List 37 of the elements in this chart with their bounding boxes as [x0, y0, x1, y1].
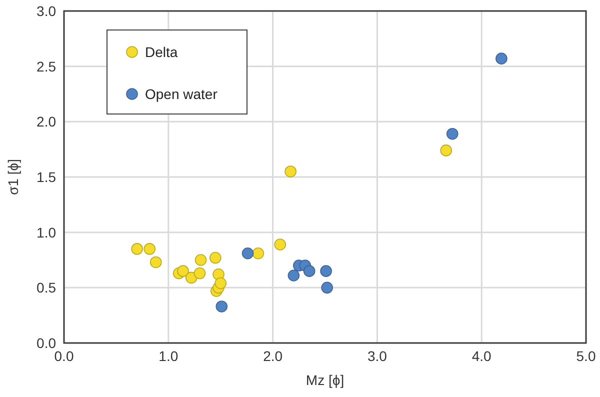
- point: [288, 270, 300, 282]
- x-axis-title: Mz [ϕ]: [306, 372, 344, 388]
- y-tick-label: 2.5: [36, 58, 56, 74]
- y-tick-label: 1.5: [36, 169, 56, 185]
- x-tick-label: 4.0: [472, 348, 492, 364]
- point: [320, 265, 332, 277]
- y-tick-label: 2.0: [36, 114, 56, 130]
- y-axis-title: σ1 [ϕ]: [5, 159, 21, 195]
- legend-label: Open water: [145, 86, 218, 102]
- point: [214, 277, 226, 290]
- point: [274, 238, 286, 250]
- point: [440, 144, 452, 156]
- point: [496, 52, 508, 64]
- point: [252, 247, 264, 260]
- point: [194, 254, 207, 266]
- point: [131, 243, 143, 255]
- x-tick-label: 0.0: [54, 348, 74, 364]
- x-tick-label: 2.0: [263, 348, 283, 364]
- legend-label: Delta: [145, 44, 178, 60]
- point: [284, 166, 296, 178]
- point: [321, 282, 333, 294]
- x-tick-label: 3.0: [367, 348, 388, 364]
- x-tick-label: 5.0: [576, 348, 596, 364]
- point: [446, 128, 458, 140]
- point: [144, 243, 156, 255]
- point: [209, 252, 222, 264]
- y-tick-label: 3.0: [36, 3, 56, 19]
- y-tick-label: 1.0: [36, 224, 56, 240]
- point: [150, 256, 162, 268]
- y-tick-label: 0.0: [36, 335, 56, 351]
- y-tick-label: 0.5: [36, 280, 56, 296]
- point: [303, 265, 316, 277]
- point: [242, 247, 254, 260]
- point: [177, 265, 189, 277]
- point: [194, 267, 206, 280]
- point: [216, 300, 228, 312]
- x-tick-label: 1.0: [158, 348, 178, 364]
